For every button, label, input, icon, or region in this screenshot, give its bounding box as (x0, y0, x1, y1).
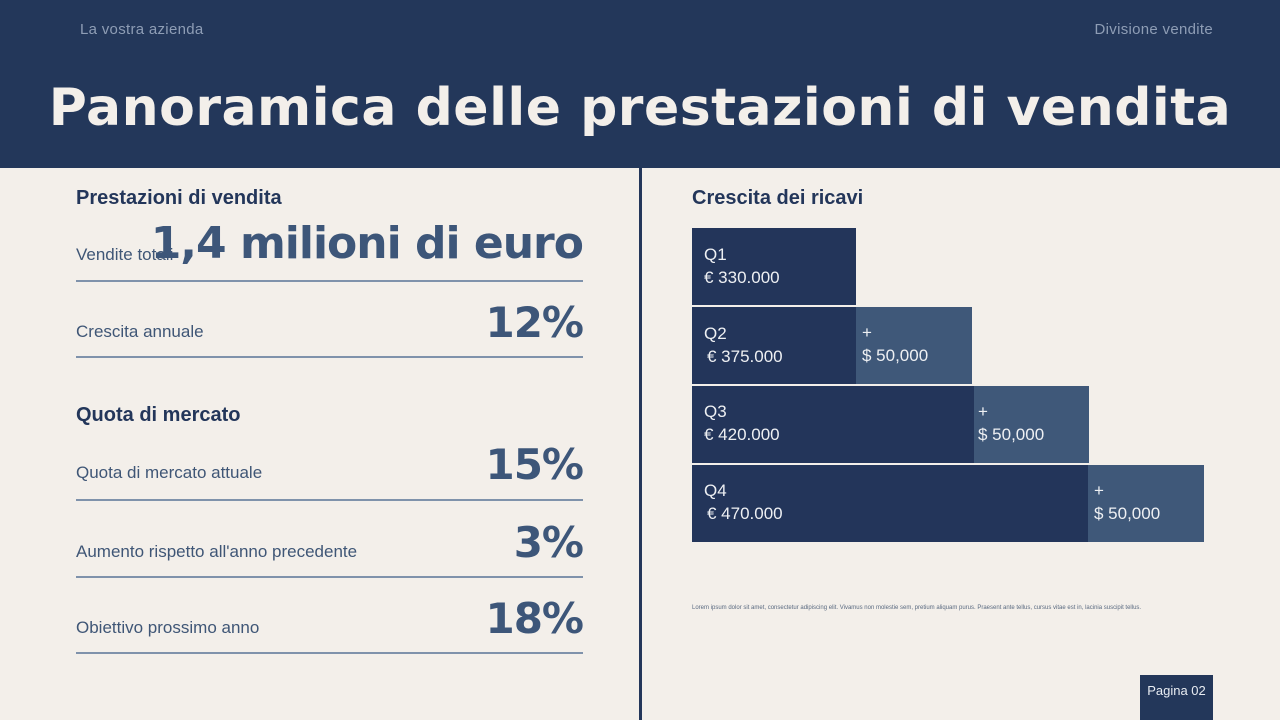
metric-value: 3% (513, 518, 584, 567)
sales-performance-title: Prestazioni di vendita (76, 187, 282, 209)
metric-annual-growth: Crescita annuale 12% (76, 296, 584, 358)
bar-q1-base: Q1 € 330.000 (692, 228, 856, 305)
bar-q2-base: Q2 € 375.000 (692, 307, 856, 384)
quarter-label: Q2 (704, 324, 727, 343)
footnote-text: Lorem ipsum dolor sit amet, consectetur … (692, 605, 1142, 611)
quarter-amount: € 420.000 (704, 425, 780, 444)
increment-sign: + (1094, 481, 1104, 500)
metric-value: 12% (485, 298, 584, 347)
metric-value: 15% (485, 440, 584, 489)
bar-q4-base: Q4 € 470.000 (692, 465, 1088, 542)
metric-label: Crescita annuale (76, 322, 204, 341)
metric-current-share: Quota di mercato attuale 15% (76, 438, 584, 501)
bar-q3-increment: + $ 50,000 (974, 386, 1089, 463)
division-name: Divisione vendite (1094, 21, 1213, 38)
metric-value: 18% (485, 594, 584, 643)
metric-label: Obiettivo prossimo anno (76, 618, 260, 637)
bar-q2-increment: + $ 50,000 (856, 307, 972, 384)
page-number-badge: Pagina 02 (1140, 675, 1213, 720)
quarter-label: Q3 (704, 402, 727, 421)
quarter-amount: € 375.000 (707, 347, 783, 366)
increment-sign: + (862, 323, 872, 342)
increment-amount: $ 50,000 (1094, 504, 1161, 523)
quarter-amount: € 470.000 (707, 504, 783, 523)
metric-label: Quota di mercato attuale (76, 463, 263, 482)
vertical-divider (639, 168, 642, 720)
metric-label: Aumento rispetto all'anno precedente (76, 542, 358, 561)
bar-q4-increment: + $ 50,000 (1088, 465, 1204, 542)
bar-q3-base: Q3 € 420.000 (692, 386, 974, 463)
company-name: La vostra azienda (80, 21, 204, 38)
increment-amount: $ 50,000 (862, 346, 929, 365)
metric-label: Vendite totali (76, 245, 174, 264)
increment-amount: $ 50,000 (978, 425, 1045, 444)
increment-sign: + (978, 402, 988, 421)
quarter-label: Q4 (704, 481, 727, 500)
metric-value: 1,4 milioni di euro (150, 218, 584, 269)
metric-yoy-increase: Aumento rispetto all'anno precedente 3% (76, 515, 584, 578)
metric-total-sales: Vendite totali 1,4 milioni di euro (76, 218, 584, 282)
quarter-label: Q1 (704, 245, 727, 264)
header-banner: La vostra azienda Divisione vendite Pano… (0, 0, 1280, 168)
market-share-title: Quota di mercato (76, 404, 241, 426)
quarter-amount: € 330.000 (704, 268, 780, 287)
metric-next-year-target: Obiettivo prossimo anno 18% (76, 591, 584, 654)
page-title: Panoramica delle prestazioni di vendita (48, 78, 1232, 138)
revenue-growth-title: Crescita dei ricavi (692, 187, 864, 209)
